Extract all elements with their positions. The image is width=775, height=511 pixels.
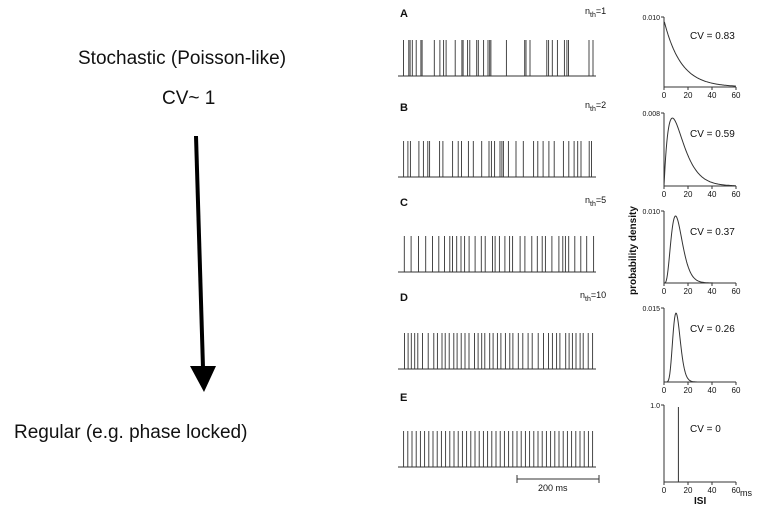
isi-density-curve	[664, 312, 736, 383]
regularity-arrow-head	[190, 366, 216, 392]
hist-x-tick-label: 20	[684, 486, 693, 495]
hist-ymax-label: 0.010	[642, 209, 660, 216]
cv-label-b: CV = 0.59	[690, 129, 735, 140]
hist-x-tick-label: 60	[732, 386, 741, 395]
hist-x-tick-label: 60	[732, 287, 741, 296]
hist-x-tick-label: 0	[662, 190, 667, 199]
hist-x-tick-label: 40	[708, 190, 717, 199]
panel-letter-a: A	[400, 8, 408, 20]
hist-x-tick-label: 40	[708, 486, 717, 495]
x-axis-label: ISI	[694, 496, 706, 507]
nth-label-d: nth=10	[580, 290, 606, 303]
hist-x-tick-label: 60	[732, 190, 741, 199]
isi-histogram-a: 0.010 0 20 40 60 CV = 0.83	[642, 15, 741, 100]
nth-subscript: th	[585, 295, 591, 303]
regular-label: Regular (e.g. phase locked)	[14, 422, 248, 443]
hist-x-tick-label: 0	[662, 287, 667, 296]
nth-equals: =	[595, 100, 602, 110]
hist-x-tick-label: 0	[662, 486, 667, 495]
isi-histogram-c: 0.010 0 20 40 60 CV = 0.37	[642, 209, 741, 296]
cv-label-e: CV = 0	[690, 424, 721, 435]
nth-value: 10	[596, 290, 607, 300]
hist-x-tick-label: 20	[684, 287, 693, 296]
cv-label-a: CV = 0.83	[690, 31, 735, 42]
hist-x-tick-label: 40	[708, 386, 717, 395]
nth-value: 1	[601, 6, 607, 16]
nth-subscript: th	[590, 200, 596, 208]
panel-letter-b: B	[400, 102, 408, 114]
isi-density-curve	[663, 21, 736, 87]
spike-train-c	[398, 236, 596, 273]
panel-letter-c: C	[400, 197, 408, 209]
cv-approx-label: CV~ 1	[162, 88, 216, 109]
nth-value: 2	[601, 100, 607, 110]
isi-density-curve	[663, 117, 736, 187]
hist-ymax-label: 1.0	[650, 403, 660, 410]
spike-train-b	[398, 141, 596, 178]
nth-prefix: n	[585, 100, 591, 110]
hist-x-tick-label: 40	[708, 287, 717, 296]
hist-x-tick-label: 40	[708, 91, 717, 100]
spike-train-e	[398, 431, 596, 468]
nth-prefix: n	[580, 290, 586, 300]
panel-letter-d: D	[400, 292, 408, 304]
scale-bar-label: 200 ms	[538, 483, 568, 493]
hist-x-tick-label: 60	[732, 91, 741, 100]
nth-prefix: n	[585, 195, 591, 205]
hist-x-tick-label: 0	[662, 386, 667, 395]
hist-x-tick-label: 60	[732, 486, 741, 495]
spike-train-d	[398, 333, 596, 370]
nth-equals: =	[595, 195, 602, 205]
stochastic-label: Stochastic (Poisson-like)	[78, 48, 287, 69]
cv-label-c: CV = 0.37	[690, 227, 735, 238]
hist-x-tick-label: 20	[684, 190, 693, 199]
spike-trains	[398, 40, 596, 468]
nth-label-b: nth=2	[585, 100, 606, 113]
isi-histogram-b: 0.008 0 20 40 60 CV = 0.59	[642, 111, 741, 199]
nth-prefix: n	[585, 6, 591, 16]
nth-label-c: nth=5	[585, 195, 606, 208]
hist-x-tick-label: 20	[684, 386, 693, 395]
nth-subscript: th	[590, 105, 596, 113]
nth-subscript: th	[590, 11, 596, 19]
nth-value: 5	[601, 195, 607, 205]
scale-bar: 200 ms	[516, 475, 600, 493]
isi-histograms: 0.010 0 20 40 60 CV = 0.83 0.008 0 20 40 60 CV = 0.…	[642, 15, 741, 495]
hist-ymax-label: 0.015	[642, 306, 660, 313]
hist-x-tick-label: 0	[662, 91, 667, 100]
nth-equals: =	[595, 6, 602, 16]
hist-ymax-label: 0.010	[642, 15, 660, 22]
isi-density-curve	[664, 215, 736, 284]
regularity-arrow-shaft	[194, 135, 205, 369]
nth-equals: =	[590, 290, 597, 300]
isi-histogram-d: 0.015 0 20 40 60 CV = 0.26	[642, 306, 741, 395]
isi-histogram-e: 1.0 0 20 40 60 CV = 0	[650, 403, 741, 495]
hist-ymax-label: 0.008	[642, 111, 660, 118]
x-axis-unit: ms	[740, 488, 752, 498]
cv-label-d: CV = 0.26	[690, 324, 735, 335]
spike-train-a	[398, 40, 596, 77]
hist-x-tick-label: 20	[684, 91, 693, 100]
nth-label-a: nth=1	[585, 6, 606, 19]
y-axis-label: probability density	[628, 206, 639, 295]
panel-letter-e: E	[400, 392, 408, 404]
